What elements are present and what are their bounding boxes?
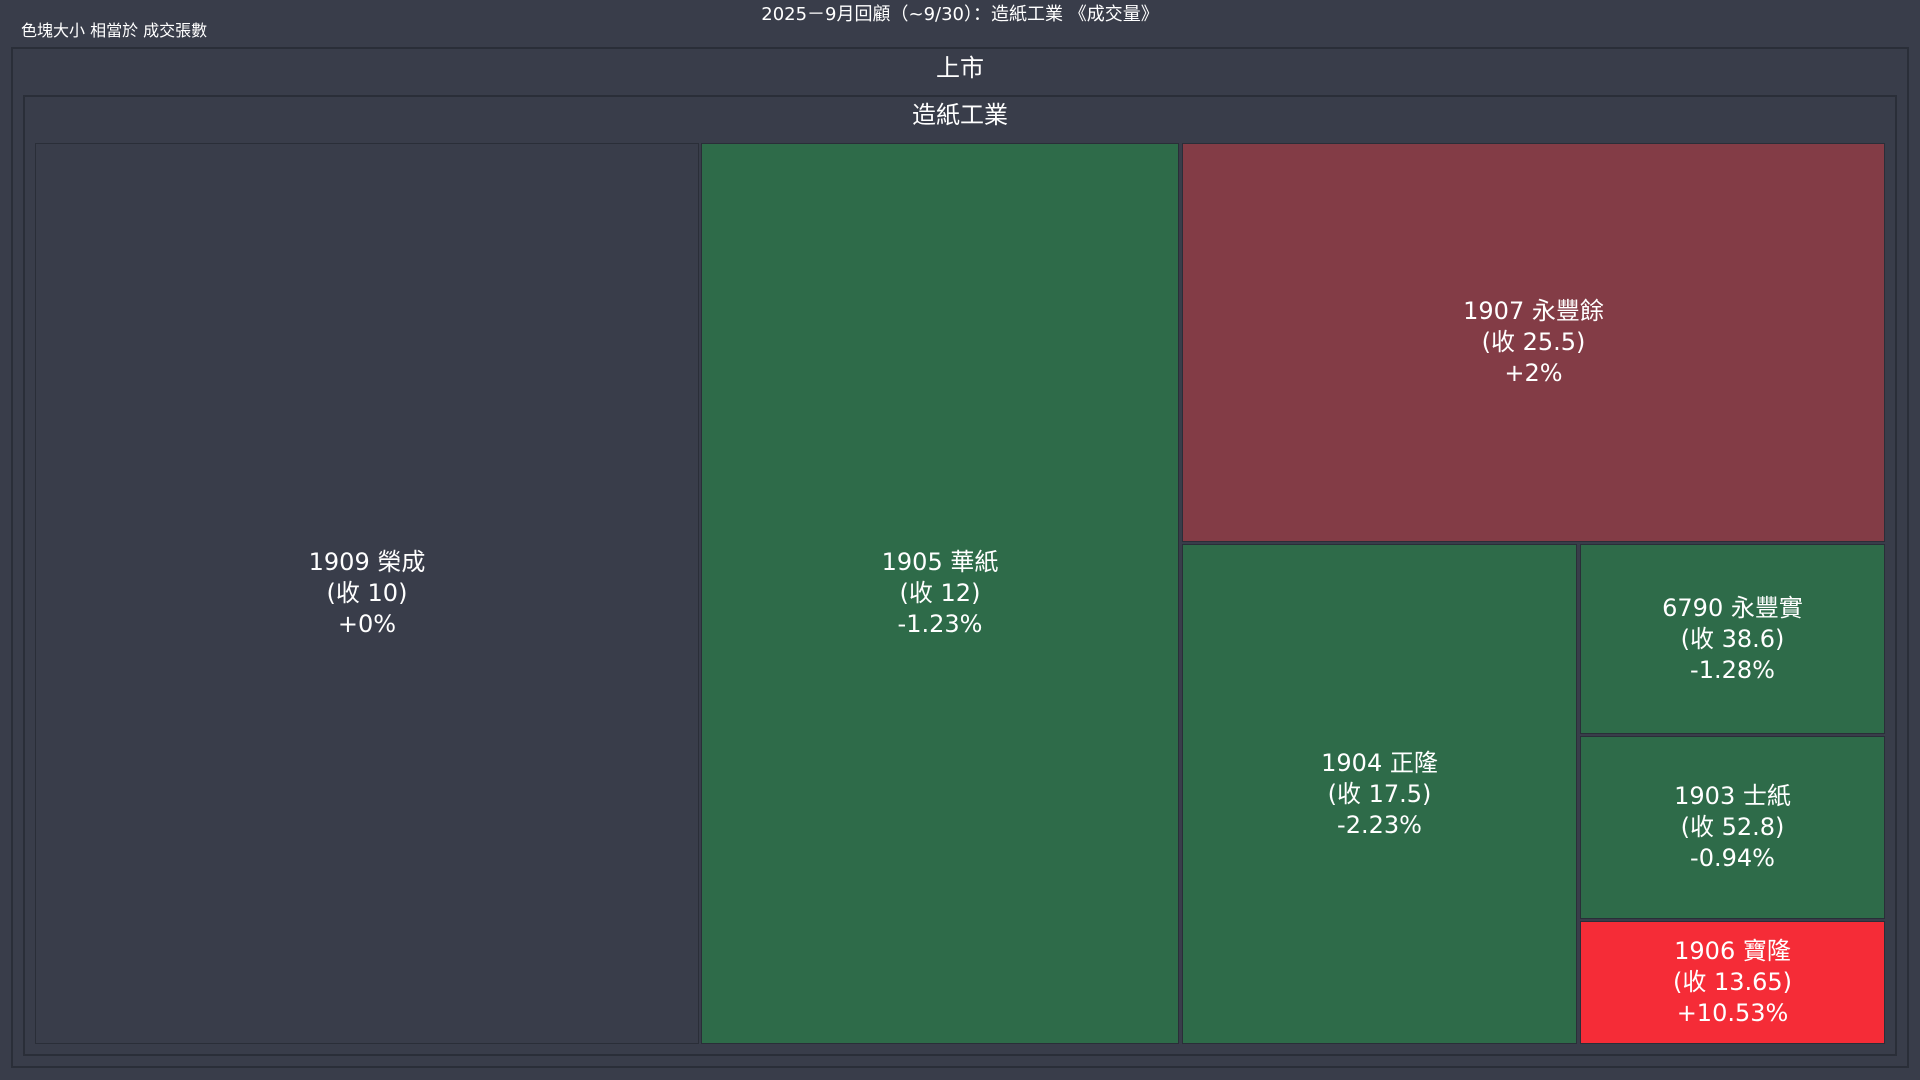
tile-stock-label: 1905 華紙: [881, 548, 999, 576]
tile-change-pct: -0.94%: [1690, 844, 1775, 872]
tile-stock-label: 6790 永豐實: [1662, 593, 1803, 622]
tile-stock-label: 1907 永豐餘: [1463, 297, 1604, 325]
tile-change-pct: -1.28%: [1690, 655, 1775, 684]
tile-change-pct: +10.53%: [1676, 999, 1789, 1027]
treemap-tile-6790[interactable]: 6790 永豐實 (收 38.6) -1.28%: [1580, 544, 1885, 734]
chart-subtitle: 色塊大小 相當於 成交張數: [21, 21, 208, 40]
tile-close-price: (收 13.65): [1672, 968, 1793, 996]
treemap-tile-1907[interactable]: 1907 永豐餘 (收 25.5) +2%: [1182, 143, 1885, 542]
tile-stock-label: 1906 寶隆: [1674, 937, 1791, 965]
tile-close-price: (收 25.5): [1481, 328, 1586, 356]
tile-stock-label: 1904 正隆: [1321, 748, 1438, 777]
tile-close-price: (收 12): [899, 579, 981, 607]
tile-change-pct: +0%: [337, 610, 397, 638]
tile-close-price: (收 17.5): [1327, 779, 1432, 808]
treemap-tile-1903[interactable]: 1903 士紙 (收 52.8) -0.94%: [1580, 736, 1885, 919]
tile-change-pct: -1.23%: [897, 610, 983, 638]
tile-close-price: (收 52.8): [1680, 813, 1785, 841]
tile-change-pct: +2%: [1504, 359, 1563, 387]
treemap-tile-1904[interactable]: 1904 正隆 (收 17.5) -2.23%: [1182, 544, 1577, 1044]
tile-close-price: (收 10): [326, 579, 408, 607]
treemap-tile-1906[interactable]: 1906 寶隆 (收 13.65) +10.53%: [1580, 921, 1885, 1044]
industry-group-label: 造紙工業: [912, 101, 1008, 129]
market-group-label: 上市: [936, 54, 984, 82]
tile-close-price: (收 38.6): [1680, 624, 1785, 653]
tile-stock-label: 1909 榮成: [308, 548, 426, 576]
tile-change-pct: -2.23%: [1337, 810, 1422, 839]
treemap-tile-1905[interactable]: 1905 華紙 (收 12) -1.23%: [701, 143, 1179, 1044]
tile-stock-label: 1903 士紙: [1674, 782, 1791, 810]
chart-title: 2025－9月回顧（~9/30）：造紙工業 《成交量》: [761, 4, 1159, 25]
treemap-tile-1909[interactable]: 1909 榮成 (收 10) +0%: [35, 143, 699, 1044]
